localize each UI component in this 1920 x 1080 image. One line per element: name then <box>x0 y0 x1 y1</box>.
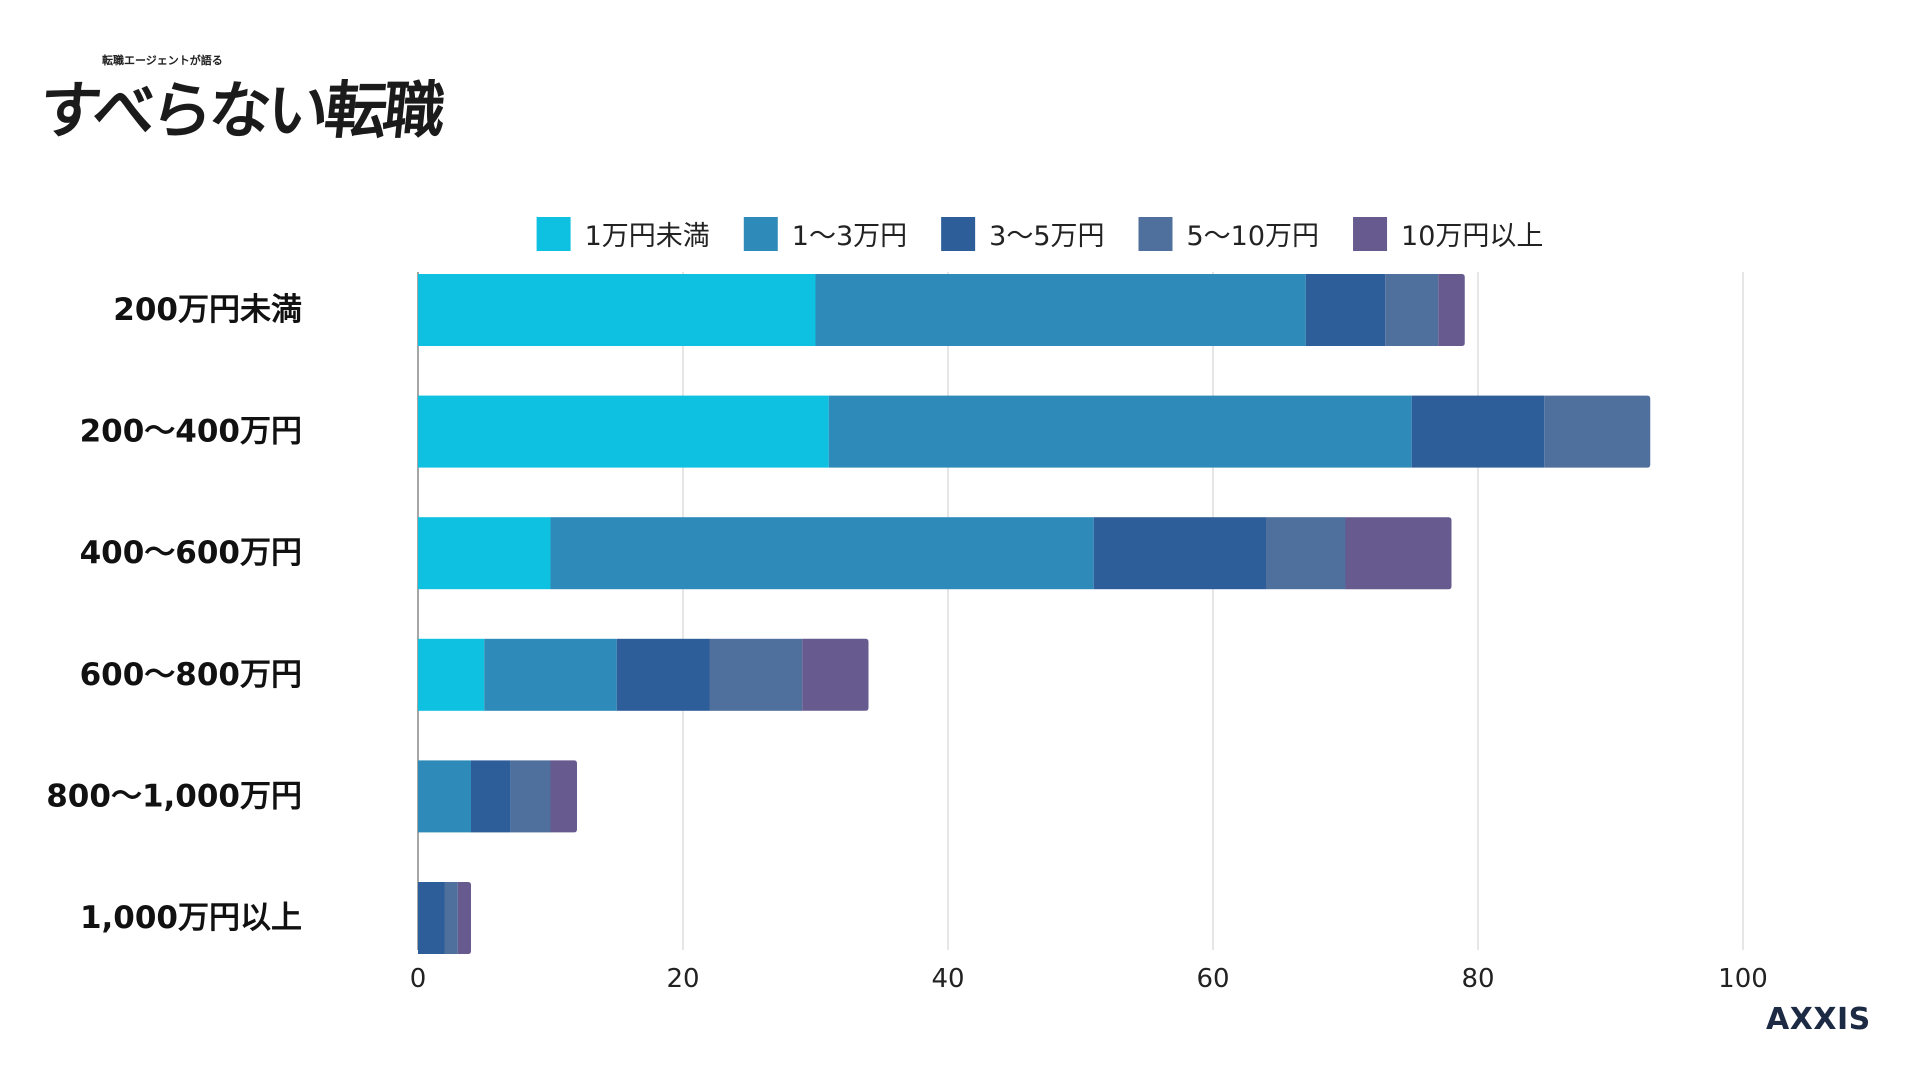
bar-segment <box>418 760 471 833</box>
bar-segment <box>1411 395 1545 468</box>
legend-label: 5〜10万円 <box>1187 221 1320 252</box>
chart-x-tick-labels: 0 20 40 60 80 100 <box>410 964 1768 994</box>
bar-segment <box>510 760 551 833</box>
x-tick-label: 0 <box>410 964 427 994</box>
bar-segment <box>1544 395 1651 468</box>
bar-segment <box>1438 274 1465 346</box>
bar-segment <box>418 517 551 590</box>
legend-item: 10万円以上 <box>1353 217 1543 252</box>
bar-segment <box>418 395 829 468</box>
category-label: 200〜400万円 <box>80 414 302 450</box>
legend-swatch <box>941 217 976 251</box>
x-tick-label: 20 <box>666 964 699 994</box>
bar-segment <box>1385 274 1439 346</box>
legend-label: 10万円以上 <box>1401 221 1543 252</box>
bar-segment <box>550 760 577 833</box>
bar-segment <box>815 274 1306 346</box>
bar-segment <box>616 638 710 711</box>
x-tick-label: 40 <box>931 964 964 994</box>
category-label: 800〜1,000万円 <box>46 778 302 814</box>
legend-swatch <box>1138 217 1173 251</box>
bar-segment <box>444 882 458 954</box>
category-label: 400〜600万円 <box>80 535 302 571</box>
legend-item: 1〜3万円 <box>743 217 907 252</box>
legend-swatch <box>743 217 778 251</box>
x-tick-label: 60 <box>1196 964 1229 994</box>
legend-item: 5〜10万円 <box>1138 217 1320 252</box>
legend-item: 1万円未満 <box>536 217 710 252</box>
bar-segment <box>1345 517 1452 590</box>
category-label: 600〜800万円 <box>80 657 302 693</box>
category-label: 200万円未満 <box>113 292 302 328</box>
legend-label: 1万円未満 <box>585 221 710 252</box>
category-label: 1,000万円以上 <box>80 900 302 936</box>
chart-gridlines <box>417 272 1744 950</box>
legend-item: 3〜5万円 <box>941 217 1105 252</box>
bar-segment <box>471 760 511 833</box>
bar-segment <box>828 395 1412 468</box>
legend-swatch <box>1353 217 1388 251</box>
chart-legend: 1万円未満 1〜3万円 3〜5万円 5〜10万円 10万円以上 <box>536 217 1543 252</box>
chart-category-labels: 200万円未満 200〜400万円 400〜600万円 600〜800万円 800〜1,… <box>46 292 302 936</box>
bar-segment <box>457 882 471 954</box>
logo-subtitle: 転職エージェントが語る <box>102 54 223 67</box>
brand-logo: 転職エージェントが語る すべらない転職 <box>36 42 445 147</box>
x-tick-label: 80 <box>1461 964 1494 994</box>
bar-segment <box>1093 517 1266 590</box>
bar-segment <box>418 274 816 346</box>
bar-segment <box>802 638 869 711</box>
bar-segment <box>1266 517 1346 590</box>
bar-segment <box>709 638 803 711</box>
bar-segment <box>1305 274 1386 346</box>
bar-segment <box>550 517 1094 590</box>
x-tick-label: 100 <box>1718 964 1768 994</box>
bar-segment <box>418 638 485 711</box>
legend-swatch <box>536 217 571 251</box>
bar-segment <box>484 638 617 711</box>
chart-bars <box>418 274 1651 954</box>
legend-label: 1〜3万円 <box>792 221 907 252</box>
axxis-logo: AXXIS <box>1766 1002 1871 1037</box>
legend-label: 3〜5万円 <box>989 221 1104 252</box>
bar-segment <box>418 882 445 954</box>
